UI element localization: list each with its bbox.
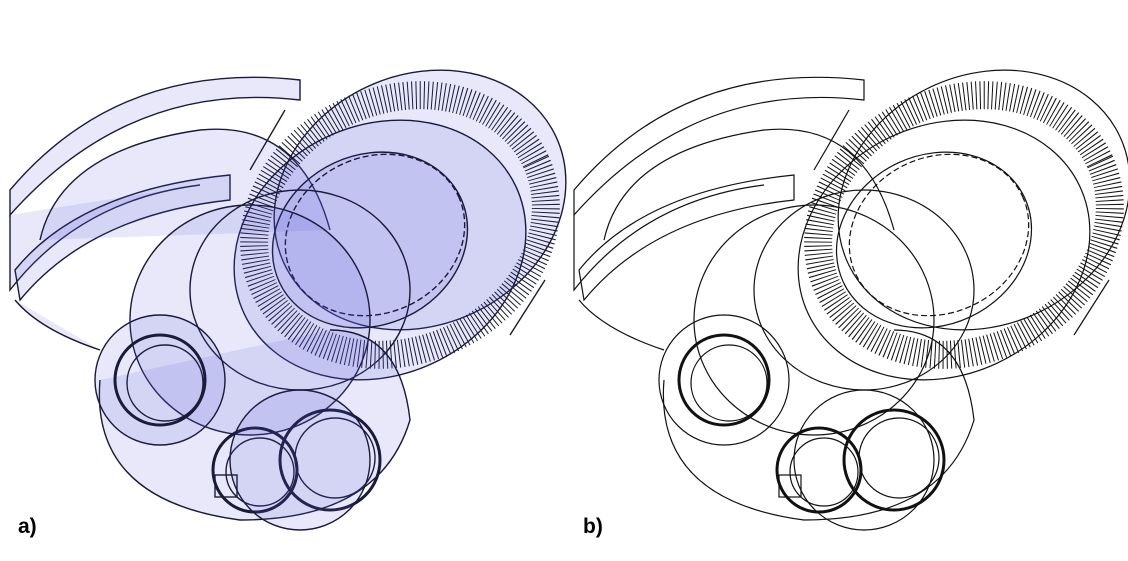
page: html, body { margin: 0; padding: 0; back… — [0, 0, 1128, 561]
panel-label: a) — [18, 515, 37, 538]
panel-a-model — [10, 23, 609, 530]
panel-b-model — [574, 23, 1128, 530]
panel-label: b) — [583, 515, 603, 538]
body: {"panels": [{"label": "a)"}, {"label": "… — [0, 0, 1128, 561]
figure: a) b) — [0, 0, 1128, 561]
